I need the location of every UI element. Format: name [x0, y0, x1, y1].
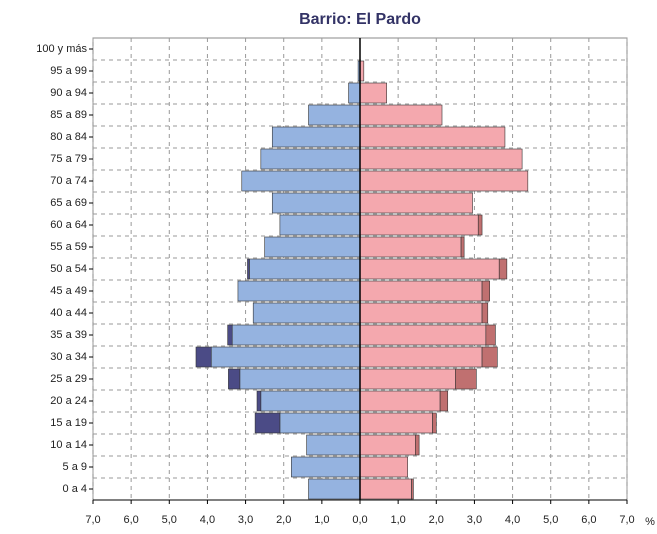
x-tick-label: 1,0 — [314, 514, 329, 526]
bar — [228, 368, 241, 390]
y-tick-label: 10 a 14 — [50, 439, 87, 451]
x-tick-label: 0,0 — [352, 514, 367, 526]
bar — [308, 478, 361, 500]
bar — [359, 170, 529, 192]
x-tick-label: 7,0 — [85, 514, 100, 526]
y-tick-label: 60 a 64 — [50, 219, 87, 231]
bar — [411, 478, 414, 500]
x-tick-label: 2,0 — [429, 514, 444, 526]
bar — [241, 170, 361, 192]
y-tick-label: 80 a 84 — [50, 131, 87, 143]
y-tick-label: 50 a 54 — [50, 263, 87, 275]
bar — [498, 258, 508, 280]
x-tick-label: 2,0 — [276, 514, 291, 526]
x-tick-label: 1,0 — [390, 514, 405, 526]
bar — [260, 148, 361, 170]
y-tick-label: 90 a 94 — [50, 87, 87, 99]
y-tick-label: 65 a 69 — [50, 197, 87, 209]
bar — [359, 104, 443, 126]
bar — [252, 302, 361, 324]
x-tick-label: 6,0 — [581, 514, 596, 526]
bar — [455, 368, 477, 390]
bar — [348, 82, 361, 104]
chart-title: Barrio: El Pardo — [299, 11, 421, 28]
y-tick-label: 70 a 74 — [50, 175, 87, 187]
y-tick-label: 40 a 44 — [50, 307, 87, 319]
bar — [239, 368, 361, 390]
x-tick-label: 4,0 — [200, 514, 215, 526]
bar — [359, 302, 483, 324]
bar — [359, 214, 479, 236]
bar — [359, 324, 487, 346]
x-tick-label: 3,0 — [238, 514, 253, 526]
y-tick-label: 45 a 49 — [50, 285, 87, 297]
bar — [359, 258, 500, 280]
bar — [439, 390, 449, 412]
bar — [359, 148, 523, 170]
y-tick-label: 100 y más — [36, 43, 87, 55]
bar — [291, 456, 361, 478]
y-tick-label: 55 a 59 — [50, 241, 87, 253]
bar — [460, 236, 465, 258]
bar — [195, 346, 212, 368]
y-tick-label: 5 a 9 — [63, 461, 87, 473]
bar — [264, 236, 361, 258]
bar — [359, 478, 412, 500]
y-tick-label: 0 a 4 — [63, 483, 87, 495]
bar — [485, 324, 496, 346]
y-tick-label: 95 a 99 — [50, 65, 87, 77]
bar — [237, 280, 361, 302]
bar — [247, 258, 250, 280]
bar — [279, 412, 361, 434]
bar — [415, 434, 420, 456]
y-tick-label: 75 a 79 — [50, 153, 87, 165]
bar — [231, 324, 361, 346]
y-tick-label: 30 a 34 — [50, 351, 87, 363]
bar — [359, 236, 462, 258]
bar — [227, 324, 233, 346]
x-axis-label: % — [645, 516, 655, 528]
bar — [359, 412, 433, 434]
bar — [481, 302, 489, 324]
bar — [279, 214, 361, 236]
bar — [359, 346, 483, 368]
bar — [359, 82, 388, 104]
bar — [210, 346, 361, 368]
x-tick-label: 4,0 — [505, 514, 520, 526]
bar — [481, 280, 490, 302]
y-tick-label: 25 a 29 — [50, 373, 87, 385]
bar — [359, 280, 483, 302]
y-tick-label: 35 a 39 — [50, 329, 87, 341]
bar — [260, 390, 361, 412]
bar — [271, 192, 361, 214]
bar — [477, 214, 483, 236]
bar — [359, 126, 506, 148]
bar — [359, 368, 456, 390]
y-tick-label: 15 a 19 — [50, 417, 87, 429]
bar — [359, 434, 416, 456]
x-tick-label: 5,0 — [162, 514, 177, 526]
x-tick-label: 6,0 — [123, 514, 138, 526]
bar — [254, 412, 281, 434]
bar — [306, 434, 361, 456]
bar — [359, 390, 441, 412]
bar — [308, 104, 361, 126]
bar — [271, 126, 361, 148]
bar — [256, 390, 262, 412]
bar — [359, 456, 408, 478]
x-tick-label: 3,0 — [467, 514, 482, 526]
x-tick-label: 7,0 — [619, 514, 634, 526]
y-tick-label: 85 a 89 — [50, 109, 87, 121]
y-tick-label: 20 a 24 — [50, 395, 87, 407]
x-tick-label: 5,0 — [543, 514, 558, 526]
bar — [249, 258, 361, 280]
bar — [481, 346, 498, 368]
bar — [432, 412, 437, 434]
bar — [359, 192, 473, 214]
